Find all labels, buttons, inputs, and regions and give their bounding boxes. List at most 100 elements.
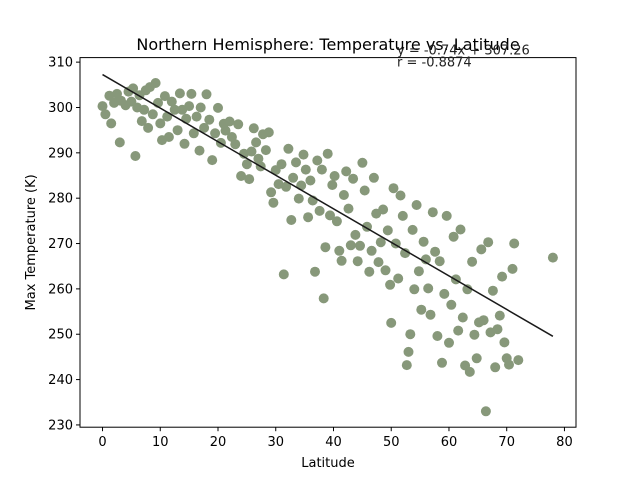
data-point (343, 203, 354, 214)
data-point (407, 224, 418, 235)
data-point (423, 283, 434, 294)
data-point (338, 190, 349, 200)
x-tick-label: 60 (441, 435, 458, 450)
data-point (305, 175, 316, 186)
data-point (401, 360, 412, 371)
data-point (497, 271, 508, 282)
data-point (397, 210, 408, 221)
x-tick-label: 20 (210, 435, 227, 450)
data-point (181, 113, 192, 124)
data-point (395, 190, 406, 201)
data-point (413, 266, 424, 277)
y-axis-label: Max Temperature (K) (24, 174, 39, 310)
data-point (467, 256, 478, 267)
data-point (169, 104, 180, 115)
data-point (278, 269, 289, 280)
y-tick-label: 300 (48, 101, 73, 116)
data-point (150, 78, 161, 88)
data-point (462, 284, 473, 295)
data-point (509, 238, 520, 249)
data-point (350, 229, 361, 240)
data-point (184, 101, 195, 112)
data-point (504, 359, 514, 370)
data-point (345, 240, 356, 251)
data-point (130, 151, 141, 161)
data-point (453, 325, 464, 336)
data-point (310, 266, 320, 277)
y-tick-label: 230 (48, 418, 73, 433)
y-tick-label: 310 (48, 56, 73, 71)
data-point (114, 137, 125, 148)
data-point (386, 317, 397, 328)
data-point (416, 304, 427, 315)
data-point (403, 346, 414, 357)
data-point (507, 263, 518, 274)
data-point (483, 237, 494, 248)
data-point (288, 172, 299, 183)
data-point (490, 362, 501, 373)
data-point (266, 187, 277, 198)
data-point (409, 284, 420, 295)
data-point (444, 337, 454, 348)
data-point (224, 116, 235, 127)
data-point (246, 146, 257, 157)
data-point (244, 174, 255, 185)
data-point (207, 155, 218, 166)
data-point (455, 224, 466, 235)
y-tick-label: 290 (48, 146, 73, 161)
data-point (303, 212, 314, 223)
data-point (336, 255, 347, 266)
data-point (298, 149, 309, 160)
data-point (195, 102, 206, 113)
data-point (359, 185, 370, 196)
data-point (260, 145, 271, 156)
x-tick-label: 80 (556, 435, 573, 450)
data-point (263, 127, 274, 138)
data-point (366, 245, 377, 256)
data-point (210, 128, 221, 139)
data-point (104, 90, 115, 101)
y-axis-ticks: 230 240 250 260 270 280 290 300 310 (48, 56, 80, 433)
data-point (425, 309, 436, 320)
data-point (322, 148, 333, 159)
data-point (199, 122, 210, 133)
data-point (432, 331, 443, 341)
regression-line (102, 73, 554, 337)
data-point (283, 143, 294, 154)
data-point (446, 299, 457, 310)
x-tick-label: 10 (152, 435, 169, 450)
data-point (373, 257, 384, 268)
data-point (273, 179, 284, 190)
data-point (434, 256, 445, 267)
data-point (411, 200, 422, 210)
data-point (172, 125, 183, 136)
data-point (194, 145, 205, 156)
data-point (513, 355, 524, 366)
x-axis-label: Latitude (301, 456, 355, 471)
regression-equation: y = -0.74x + 307.26 (397, 43, 530, 58)
x-tick-label: 30 (267, 435, 284, 450)
data-point (457, 312, 468, 323)
data-point (155, 118, 166, 129)
data-point (201, 89, 212, 100)
data-point (471, 353, 482, 364)
data-point (478, 315, 489, 326)
data-point (469, 329, 480, 340)
data-point (348, 173, 359, 184)
data-point (494, 310, 505, 321)
data-point (385, 279, 396, 290)
data-point (329, 171, 340, 181)
data-point (281, 181, 292, 192)
data-point (293, 193, 304, 204)
data-point (174, 88, 185, 99)
data-point (139, 104, 150, 115)
x-tick-label: 50 (383, 435, 400, 450)
data-point (147, 109, 158, 120)
data-point (296, 180, 307, 191)
data-point (204, 114, 215, 125)
data-point (441, 210, 452, 221)
data-point (480, 406, 491, 417)
data-point (378, 204, 389, 215)
